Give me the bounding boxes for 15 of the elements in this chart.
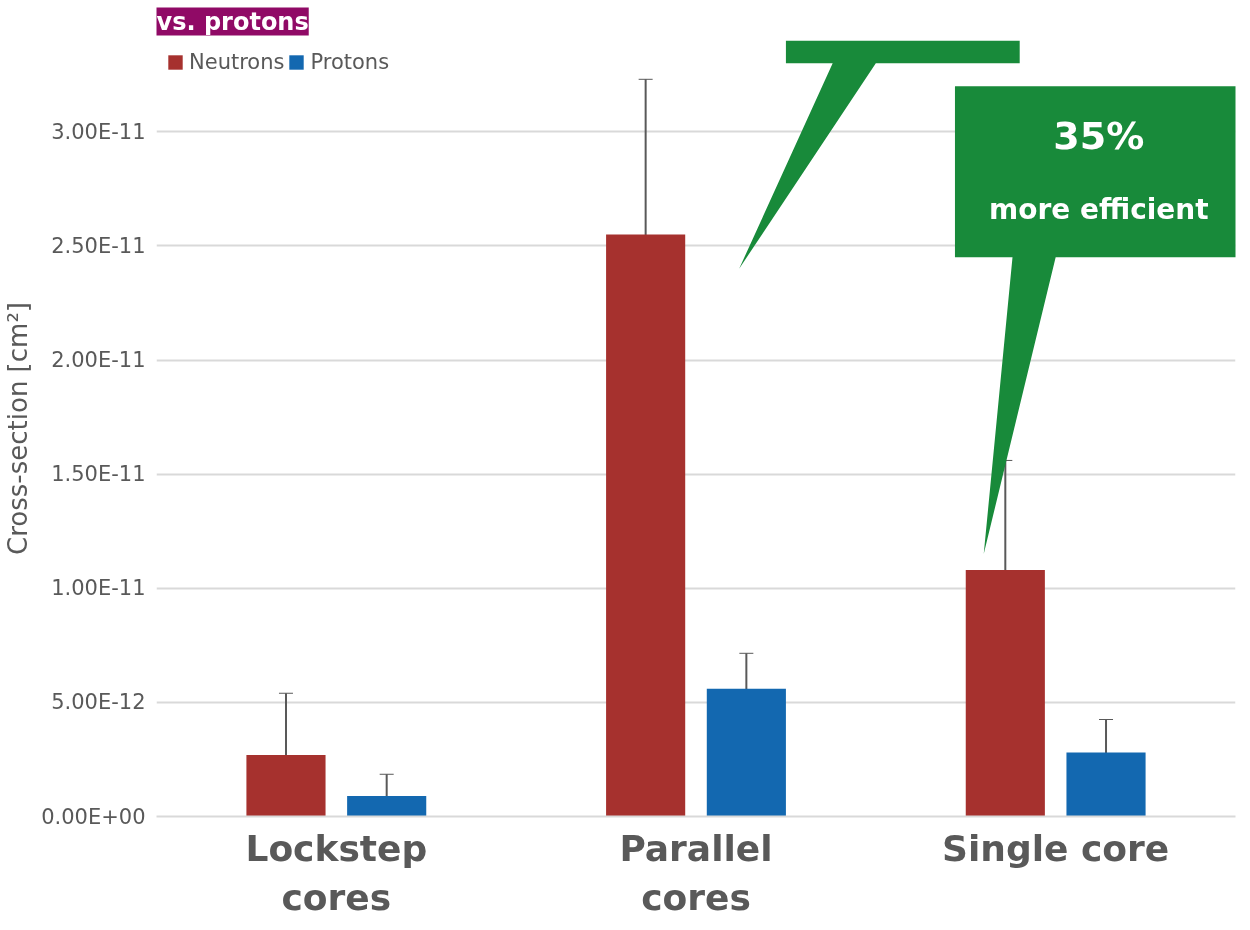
x-tick-label: Single core — [942, 827, 1170, 869]
annotation: 35% more efficient — [988, 114, 1209, 226]
y-tick-label: 3.00E-11 — [51, 119, 146, 144]
y-tick-label: 2.50E-11 — [51, 233, 146, 258]
legend-label: Neutrons — [189, 50, 285, 74]
legend-label: Protons — [310, 50, 390, 74]
y-tick-label: 5.00E-12 — [51, 690, 146, 715]
y-tick-label: 1.50E-11 — [51, 462, 146, 487]
chart-title: vs. protons — [156, 7, 309, 36]
x-tick-label: Lockstep cores — [245, 827, 428, 918]
y-axis-title: Cross-section [cm²] — [3, 302, 34, 555]
x-tick-label: Parallel cores — [619, 827, 773, 918]
y-tick-label: 2.00E-11 — [51, 348, 146, 373]
y-tick-label: 0.00E+00 — [41, 804, 146, 829]
y-tick-label: 1.00E-11 — [51, 576, 146, 601]
